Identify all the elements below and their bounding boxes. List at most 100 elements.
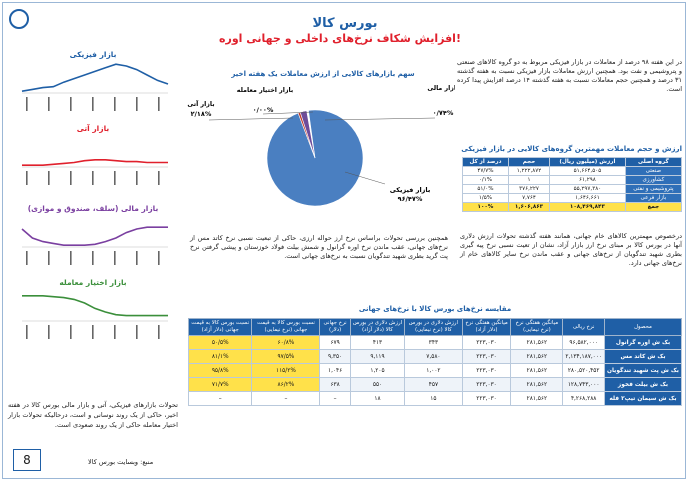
t1-col-pct: درصد از کل: [462, 157, 509, 167]
mini-tick-mark: [70, 171, 72, 185]
t2-cell-world: ۹,۳۵۰: [319, 349, 351, 364]
mini-chart-svg: [22, 295, 168, 339]
mini-chart-title: بازار فیزیکی: [69, 50, 117, 59]
t1-row: ۵۱/۰% ۳۷۶,۲۲۷ ۵۵,۲۹۷,۳۸۰ پتروشیمی و نفتی: [462, 184, 683, 194]
t2-row: ۵۰/۵% ۶۰/۸% ۶۷۹ ۴۱۳ ۳۴۳ ۲۲۳,۰۳۰ ۲۸۱,۵۶۲ ۹۶,۵۸۲,…: [187, 335, 682, 350]
mini-chart-svg: [22, 159, 168, 185]
t1-row: ۱/۵% ۷,۷۶۴ ۱,۶۴۶,۶۶۱ بازار فرعی: [462, 193, 683, 203]
t2-row: ۷۱/۷% ۸۶/۲% ۶۳۸ ۵۵۰ ۴۵۷ ۲۲۳,۰۳۰ ۲۸۱,۵۶۲ ۱۲۸,۷۴۳…: [187, 377, 682, 392]
mini-chart-svg: [21, 226, 168, 265]
t2-cell-r_nima: ۸۶/۲%: [251, 377, 321, 392]
t2-row: – – –۱۸ ۱۵ ۲۲۳,۰۳۰ ۲۸۱,۵۶۲ ۴,۲۶۸,۲۸۸ بک ش سیمان…: [187, 391, 682, 406]
t1-cell-volume: ۷,۷۶۴: [507, 193, 551, 203]
mini-tick-mark: [26, 97, 28, 111]
t2-col-header: ارزش دلاری در بورس کالا (دلار آزاد): [349, 318, 406, 336]
t1-row: ۴۷/۷% ۱,۲۲۲,۸۷۲ ۵۱,۶۶۴,۵۰۵ صنعتی: [462, 166, 683, 176]
t2-cell-free: ۲۲۳,۰۳۰: [461, 391, 512, 406]
mini-chart-0: بازار فیزیکی: [8, 50, 178, 121]
t2-cell-free: ۲۲۳,۰۳۰: [461, 349, 512, 364]
mini-chart-title: بازار آتی: [76, 124, 110, 133]
t2-cell-nima: ۲۸۱,۵۶۲: [510, 363, 564, 378]
t2-cell-rial: ۲۸۰,۵۲۰,۴۵۲: [562, 363, 606, 378]
mini-chart-2: بازار مالی (سلف، صندوق و موازی): [8, 204, 178, 275]
t2-col-header: نسبت بورس کالا به قیمت جهانی (دلار آزاد): [187, 318, 253, 336]
t2-col-header: ارزش دلاری در بورس کالا (نرخ نیمایی): [404, 318, 463, 336]
t1-cell-pct: ۴۷/۷%: [462, 166, 509, 176]
mini-tick-mark: [70, 251, 72, 265]
t2-row: ۸۱/۱% ۹۷/۵% ۹,۳۵۰ ۹,۱۱۹ ۷,۵۸۰ ۲۲۳,۰۳۰ ۲۸۱,۵۶۲ ۲…: [187, 349, 682, 364]
t1-cell-group: بازار فرعی: [624, 193, 683, 203]
t2-heading: مقایسه نرخ‌های بورس کالا با نرخ‌های جهان…: [358, 305, 512, 313]
t2-col-header: نرخ ریالی: [562, 318, 606, 336]
mini-tick-mark: [48, 325, 50, 339]
t2-cell-free: ۲۲۳,۰۳۰: [461, 335, 512, 350]
mini-series-line: [22, 295, 168, 317]
t2-cell-nima: ۲۸۱,۵۶۲: [510, 349, 564, 364]
t2-cell-name: بک ش بیلت فخوز: [604, 377, 682, 392]
intro-paragraph: در این هفته ۹۸ درصد از معاملات در بازار …: [457, 58, 682, 93]
t2-cell-free: ۲۲۳,۰۳۰: [461, 377, 512, 392]
pie-leader-line: [324, 117, 436, 121]
t2-cell-usd_nima: ۱۵: [404, 391, 463, 406]
t2-cell-rial: ۲,۱۳۴,۱۸۷,۰۰۰: [562, 349, 606, 364]
t1-col-group: گروه اصلی: [624, 157, 683, 167]
mini-charts: بازار فیزیکی بازار آتی بازار مالی (سلف، صن…: [8, 50, 178, 339]
t1-heading: ارزش و حجم معاملات مهمترین گروه‌های کالا…: [461, 145, 682, 153]
t2-col-header: میانگین هفتگی نرخ (نرخ نیمایی): [510, 318, 564, 336]
mini-chart-1: بازار آتی: [8, 124, 178, 195]
source-note: منبع: وبسایت بورس کالا: [88, 458, 154, 466]
t2-cell-nima: ۲۸۱,۵۶۲: [510, 391, 564, 406]
t2-cell-r_nima: ۶۰/۸%: [251, 335, 321, 350]
t1-cell-group: جمع: [624, 202, 683, 212]
t2-cell-r_free: –: [187, 391, 253, 406]
t2-cell-usd_free: ۵۵۰: [349, 377, 406, 392]
page-number: 8: [13, 449, 41, 471]
mini-series-line: [21, 63, 169, 92]
t2-col-header: نرخ جهانی (دلار): [319, 318, 351, 336]
pie-value-0: ۹۶/۴۷%: [398, 195, 423, 203]
t2-cell-usd_nima: ۱,۰۰۲: [404, 363, 463, 378]
mini-tick-mark: [158, 251, 160, 265]
t1-cell-value: ۵۵,۲۹۷,۳۸۰: [549, 184, 626, 194]
mini-tick-mark: [114, 171, 116, 185]
pie-heading: سهم بازارهای کالایی از ارزش معاملات یک ه…: [231, 70, 415, 78]
t2-cell-usd_free: ۱,۲۰۵: [349, 363, 406, 378]
t2-cell-r_free: ۸۱/۱%: [187, 349, 253, 364]
mini-series-line: [21, 226, 168, 246]
mini-tick-mark: [114, 325, 116, 339]
t2-cell-r_free: ۹۵/۸%: [187, 363, 253, 378]
mini-chart-3: بازار اختیار معامله: [8, 278, 178, 349]
mini-tick-mark: [114, 97, 116, 111]
mini-tick-mark: [48, 171, 50, 185]
mini-tick-mark: [136, 325, 138, 339]
mini-tick-mark: [158, 171, 160, 185]
mid-left-paragraph: همچنین بررسی تحولات براساس نرخ ارز حواله…: [190, 234, 448, 260]
t2-cell-r_nima: ۹۷/۵%: [251, 349, 321, 364]
pie-chart: بازار فیزیکی ۹۶/۴۷% بازار مالی ۰/۷۴% باز…: [187, 85, 455, 207]
t2-cell-usd_free: ۴۱۳: [349, 335, 406, 350]
t2-cell-free: ۲۲۳,۰۳۰: [461, 363, 512, 378]
t1-row: ۰/۱% ۱ ۶۱,۲۹۸ کشاورزی: [462, 175, 683, 185]
mid-right-paragraph: درخصوص مهمترین کالاهای خام جهانی، همانند…: [460, 232, 682, 267]
mini-tick-mark: [92, 171, 94, 185]
t2-cell-usd_nima: ۴۵۷: [404, 377, 463, 392]
page-title: بورس کالا: [312, 16, 378, 31]
mini-chart-title: بازار اختیار معامله: [59, 278, 127, 287]
mini-tick-mark: [136, 251, 138, 265]
t1-cell-pct: ۱۰۰%: [462, 202, 509, 212]
t1-cell-group: پتروشیمی و نفتی: [624, 184, 683, 194]
mini-tick-mark: [70, 325, 72, 339]
pie-leader-line: [262, 111, 314, 115]
t2-col-header: محصول: [604, 318, 682, 336]
pie-leader-line: [208, 117, 294, 121]
t2-cell-name: بک ش سیمان تیپ۲ فله: [604, 391, 682, 406]
mini-tick-mark: [92, 251, 94, 265]
t1-cell-group: صنعتی: [624, 166, 683, 176]
page-subtitle: افزایش شکاف نرخ‌های داخلی و جهانی اوره!: [219, 32, 461, 45]
t1-cell-value: ۱,۶۴۶,۶۶۱: [549, 193, 626, 203]
t1-cell-pct: ۱/۵%: [462, 193, 509, 203]
t2-cell-rial: ۹۶,۵۸۲,۰۰۰: [562, 335, 606, 350]
mini-tick-mark: [158, 325, 160, 339]
t2-cell-usd_free: ۱۸: [349, 391, 406, 406]
t2-cell-nima: ۲۸۱,۵۶۲: [510, 377, 564, 392]
